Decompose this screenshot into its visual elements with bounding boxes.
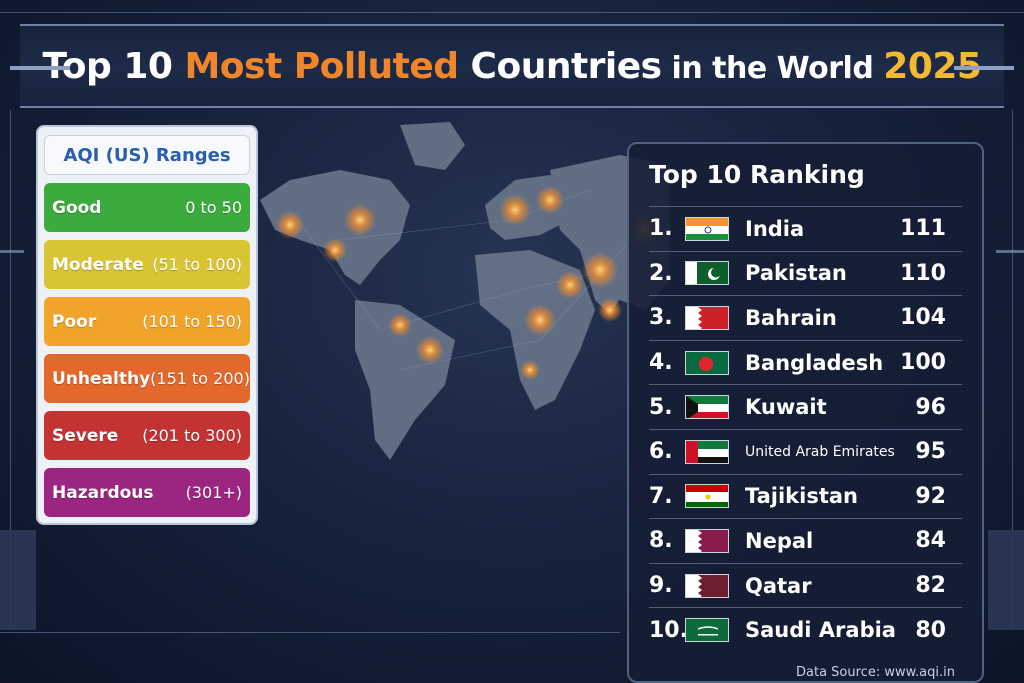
legend-item-unhealthy: Unhealthy (151 to 200) (44, 354, 250, 403)
ranking-row: 5. Kuwait 96 (649, 384, 962, 429)
country-name: United Arab Emirates (745, 443, 895, 460)
aqi-legend: AQI (US) Ranges Good 0 to 50 Moderate (51 t… (36, 125, 258, 525)
continents (260, 122, 670, 460)
legend-item-hazardous: Hazardous (301+) (44, 468, 250, 517)
ranking-panel: Top 10 Ranking 1. India 111 2. Pakistan 110 3.… (627, 142, 984, 683)
ranking-row: 9. Qatar 82 (649, 562, 962, 608)
country-name: Bangladesh (745, 350, 884, 375)
country-name: Tajikistan (745, 484, 859, 509)
legend-item-moderate: Moderate (51 to 100) (44, 240, 250, 289)
ranking-row: 6. United Arab Emirates 95 (649, 428, 962, 474)
aqi-value: 82 (915, 573, 946, 599)
aqi-value: 104 (900, 305, 946, 331)
frame-line-bottom (0, 632, 620, 633)
rank-number: 3. (649, 305, 673, 331)
aqi-value: 92 (915, 483, 946, 509)
rank-number: 1. (649, 216, 673, 242)
nepal-flag-icon (685, 528, 729, 553)
frame-line-left (10, 110, 11, 630)
aqi-value: 84 (915, 528, 946, 554)
bahrain-flag-icon (685, 305, 729, 330)
saudi-arabia-flag-icon (685, 618, 729, 643)
title-part-most-polluted: Most Polluted (184, 45, 459, 87)
data-source: Data Source: www.aqi.in (796, 665, 955, 680)
aqi-value: 96 (915, 394, 946, 420)
india-flag-icon (685, 216, 729, 241)
qatar-flag-icon (685, 573, 729, 598)
country-name: Pakistan (745, 261, 847, 286)
title-part-in-the-world: in the World (661, 50, 884, 86)
ranking-row: 1. India 111 (649, 206, 962, 251)
uae-flag-icon (685, 439, 729, 464)
rank-number: 4. (649, 350, 673, 376)
frame-bar-right (996, 250, 1024, 253)
aqi-value: 80 (915, 617, 946, 643)
title-part-countries: Countries (458, 45, 663, 87)
header-cap-left (10, 66, 70, 70)
legend-item-severe: Severe (201 to 300) (44, 411, 250, 460)
country-name: Qatar (745, 573, 812, 598)
aqi-value: 100 (900, 350, 946, 376)
ranking-row: 2. Pakistan 110 (649, 250, 962, 296)
rank-number: 6. (649, 439, 673, 465)
legend-item-range: (51 to 100) (152, 255, 242, 274)
country-name: Saudi Arabia (745, 618, 896, 643)
legend-item-range: (101 to 150) (142, 312, 242, 331)
frame-bar-left (0, 250, 24, 253)
header-banner: Top 10 Most Polluted Countries in the Wo… (10, 24, 1014, 108)
header-cap-right (954, 66, 1014, 70)
frame-panel-bottom-left (0, 530, 36, 630)
rank-number: 10. (649, 617, 688, 643)
ranking-row: 4. Bangladesh 100 (649, 339, 962, 385)
bangladesh-flag-icon (685, 350, 729, 375)
frame-line-top (0, 12, 1024, 13)
legend-item-range: 0 to 50 (185, 198, 242, 217)
ranking-title: Top 10 Ranking (649, 160, 865, 189)
legend-items: Good 0 to 50 Moderate (51 to 100) Poor (101 t… (44, 183, 250, 517)
legend-item-range: (301+) (185, 483, 242, 502)
ranking-row: 7. Tajikistan 92 (649, 473, 962, 519)
legend-item-range: (201 to 300) (142, 426, 242, 445)
aqi-value: 110 (900, 260, 946, 286)
world-map-icon (260, 122, 670, 460)
frame-panel-bottom-right (988, 530, 1024, 630)
kuwait-flag-icon (685, 395, 729, 420)
legend-item-good: Good 0 to 50 (44, 183, 250, 232)
country-name: India (745, 216, 805, 241)
page-title: Top 10 Most Polluted Countries in the Wo… (43, 46, 982, 87)
legend-item-label: Good (52, 197, 102, 218)
legend-item-label: Moderate (52, 254, 144, 275)
rank-number: 8. (649, 528, 673, 554)
tajikistan-flag-icon (685, 484, 729, 509)
frame-line-right (1012, 110, 1013, 630)
legend-item-label: Severe (52, 425, 119, 446)
aqi-value: 111 (900, 216, 946, 242)
rank-number: 2. (649, 260, 673, 286)
legend-item-range: (151 to 200) (150, 369, 250, 388)
aqi-value: 95 (915, 439, 946, 465)
legend-item-label: Unhealthy (52, 368, 151, 389)
country-name: Nepal (745, 528, 814, 553)
ranking-row: 8. Nepal 84 (649, 518, 962, 563)
country-name: Bahrain (745, 305, 837, 330)
legend-item-poor: Poor (101 to 150) (44, 297, 250, 346)
legend-title: AQI (US) Ranges (44, 135, 250, 175)
rank-number: 9. (649, 573, 673, 599)
rank-number: 7. (649, 483, 673, 509)
rank-number: 5. (649, 394, 673, 420)
ranking-row: 3. Bahrain 104 (649, 295, 962, 340)
legend-item-label: Poor (52, 311, 97, 332)
legend-item-label: Hazardous (52, 482, 154, 503)
ranking-row: 10. Saudi Arabia 80 (649, 607, 962, 652)
ranking-list: 1. India 111 2. Pakistan 110 3. Bahrain 104 4. Ban… (649, 206, 962, 652)
pakistan-flag-icon (685, 261, 729, 286)
country-name: Kuwait (745, 395, 827, 420)
